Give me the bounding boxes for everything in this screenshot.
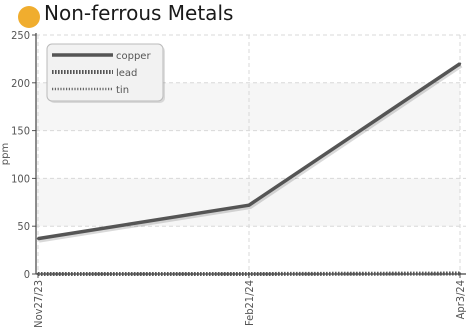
data-point-lead [36,272,40,276]
x-tick-label: Apr3/24 [454,280,467,319]
y-tick-label: 200 [11,77,30,90]
legend-box [46,43,164,102]
data-point-lead [247,272,251,276]
data-point-copper [36,237,40,240]
data-point-lead [458,272,462,275]
chart-header: Non-ferrous Metals [0,0,469,30]
legend-label-copper: copper [116,51,151,62]
plot-bands [36,82,460,227]
y-axis-label: ppm [0,143,11,165]
legend: copper lead tin [46,43,165,103]
y-tick-label: 100 [11,172,30,185]
x-tick-labels: Nov27/23 Feb21/24 Apr3/24 [32,280,467,328]
plot-band [36,178,460,227]
y-tick-label: 0 [24,268,30,281]
legend-label-tin: tin [116,85,129,96]
y-tick-labels: 0 50 100 150 200 250 [11,29,30,281]
y-tick-label: 50 [17,220,30,233]
x-tick-label: Feb21/24 [243,280,256,326]
series-lines [36,62,463,276]
x-tick-label: Nov27/23 [32,280,45,328]
y-tick-label: 150 [11,125,30,138]
y-tick-label: 250 [11,29,30,42]
legend-label-lead: lead [116,68,137,79]
chart-title: Non-ferrous Metals [44,1,234,25]
title-dot-icon [18,6,40,28]
data-point-copper [247,203,251,207]
data-point-copper [458,62,462,65]
